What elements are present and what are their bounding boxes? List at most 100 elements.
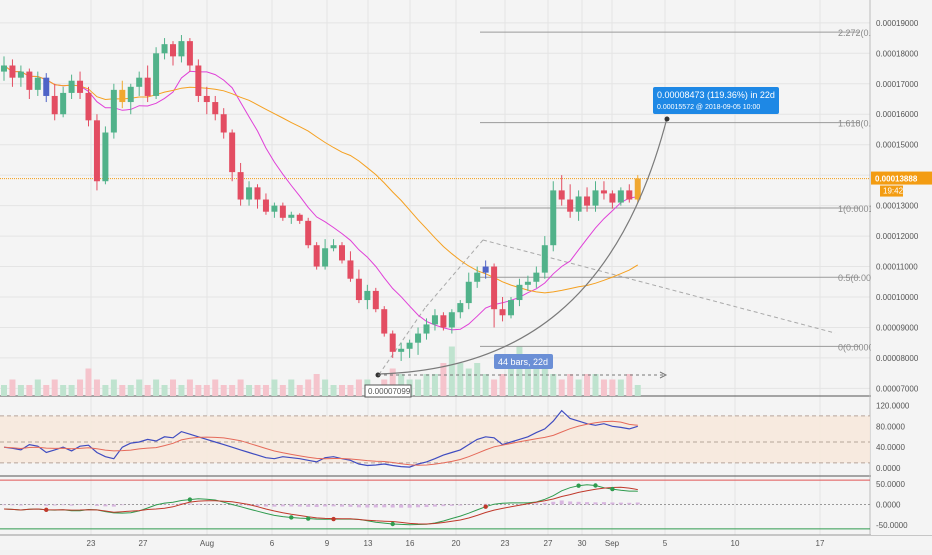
osc-histogram-bar [112, 504, 116, 506]
osc-histogram-bar [281, 504, 285, 506]
osc-histogram-bar [19, 504, 23, 505]
candle-body [559, 190, 565, 199]
rsi-axis-tick: 0.0000 [876, 464, 901, 473]
time-axis-tick: 23 [87, 539, 96, 548]
volume-bar [195, 385, 201, 396]
volume-bar [331, 385, 337, 396]
time-axis-tick: 20 [452, 539, 461, 548]
osc-cross-marker [610, 487, 614, 491]
time-axis-tick: 6 [270, 539, 275, 548]
candle-body [407, 343, 413, 349]
volume-bar [221, 385, 227, 396]
time-axis-tick: 5 [663, 539, 668, 548]
bars-label: 44 bars, 22d [498, 357, 548, 367]
price-axis: 0.00019000 0.00018000 0.00017000 0.00016000… [871, 0, 932, 535]
osc-histogram-bar [594, 502, 598, 504]
volume-bar [263, 385, 269, 396]
osc-histogram-bar [543, 503, 547, 505]
volume-bar [550, 374, 556, 396]
volume-bar [347, 385, 353, 396]
price-axis-tick: 0.00019000 [876, 19, 919, 28]
volume-bar [280, 385, 286, 396]
candle-body [390, 334, 396, 352]
candle-body [305, 221, 311, 245]
candle-body [466, 282, 472, 303]
candle-body [238, 172, 244, 199]
osc-histogram-bar [399, 504, 403, 507]
candle-body [567, 200, 573, 212]
osc-axis-tick: 0.0000 [876, 500, 901, 509]
rsi-panel [0, 411, 870, 468]
time-axis-tick: 17 [816, 539, 825, 548]
volume-bar [170, 380, 176, 397]
volume-bar [238, 380, 244, 397]
candle-body [170, 44, 176, 56]
price-axis-tick: 0.00016000 [876, 110, 919, 119]
candle-body [221, 114, 227, 132]
volume-bar [508, 369, 514, 397]
volume-bar [609, 380, 615, 397]
volume-bar [94, 380, 100, 397]
volume-bar [128, 385, 134, 396]
osc-histogram-bar [416, 504, 420, 507]
volume-bar [584, 374, 590, 396]
candle-body [533, 273, 539, 282]
candle-body [263, 200, 269, 212]
candle-body [457, 303, 463, 312]
candle-body [474, 273, 480, 282]
volume-bar [593, 374, 599, 396]
volume-bar [43, 385, 49, 396]
osc-histogram-bar [323, 504, 327, 506]
candle-body [162, 44, 168, 53]
price-axis-tick: 0.00013000 [876, 202, 919, 211]
osc-histogram-bar [408, 504, 412, 507]
osc-histogram-bar [264, 504, 268, 506]
price-axis-tick: 0.00010000 [876, 293, 919, 302]
osc-cross-marker [289, 515, 293, 519]
volume-bar [102, 385, 108, 396]
candle-body [195, 65, 201, 95]
volume-bar [618, 380, 624, 397]
osc-histogram-bar [551, 502, 555, 505]
osc-cross-marker [391, 522, 395, 526]
candle-body [356, 279, 362, 300]
candle-body [398, 349, 404, 352]
rsi-axis-tick: 120.0000 [876, 401, 910, 410]
osc-histogram-bar [441, 504, 445, 506]
volume-bar [212, 380, 218, 397]
candle-body [229, 133, 235, 173]
price-axis-tick: 0.00009000 [876, 323, 919, 332]
price-axis-tick: 0.00018000 [876, 49, 919, 58]
osc-histogram-bar [36, 504, 40, 505]
volume-bar [229, 385, 235, 396]
volume-bar [542, 369, 548, 397]
candle-body [364, 291, 370, 300]
osc-histogram-bar [340, 504, 344, 506]
time-axis-tick: Aug [200, 539, 214, 548]
candle-body [102, 133, 108, 182]
candle-body [593, 190, 599, 205]
osc-histogram-bar [163, 504, 167, 505]
osc-histogram-bar [298, 504, 302, 506]
candle-body [381, 309, 387, 333]
rsi-band [0, 416, 870, 463]
volume-bar [491, 380, 497, 397]
volume-bar [500, 374, 506, 396]
osc-histogram-bar [374, 504, 378, 507]
volume-bar [35, 380, 41, 397]
osc-cross-marker [483, 505, 487, 509]
price-axis-tick: 0.00007000 [876, 384, 919, 393]
volume-bar [69, 385, 75, 396]
volume-bar [204, 385, 210, 396]
osc-histogram-bar [2, 504, 6, 505]
osc-cross-marker [331, 517, 335, 521]
candle-body [322, 248, 328, 266]
volume-bar [635, 385, 641, 396]
candle-body [373, 291, 379, 309]
volume-bar [314, 374, 320, 396]
candle-body [77, 81, 83, 93]
osc-cross-marker [576, 483, 580, 487]
price-axis-tick: 0.00017000 [876, 80, 919, 89]
candle-body [500, 309, 506, 315]
